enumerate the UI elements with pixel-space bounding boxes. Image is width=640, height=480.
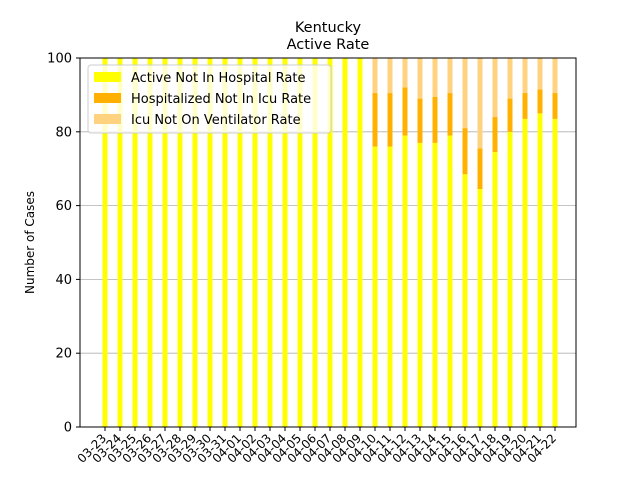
bar-04-02-series-0 xyxy=(252,58,258,427)
plot-area-frame xyxy=(79,57,577,428)
bar-04-19-series-1 xyxy=(507,98,513,132)
bar-04-19-series-2 xyxy=(507,58,513,99)
y-tick-label: 80 xyxy=(55,125,72,140)
legend-label-0: Active Not In Hospital Rate xyxy=(131,71,305,86)
y-tick-label: 100 xyxy=(47,52,72,67)
y-tick-label: 0 xyxy=(64,421,72,436)
bar-04-15-series-2 xyxy=(447,58,453,94)
bar-04-05-series-0 xyxy=(297,58,303,427)
bar-04-13-series-2 xyxy=(417,58,423,99)
bar-03-28-series-0 xyxy=(177,58,183,427)
bar-04-22-series-0 xyxy=(552,118,558,427)
bar-03-26-series-0 xyxy=(147,58,153,427)
bar-04-11-series-1 xyxy=(387,93,393,147)
bar-04-15-series-1 xyxy=(447,93,453,136)
bar-03-27-series-0 xyxy=(162,58,168,427)
bar-04-18-series-0 xyxy=(492,152,498,427)
legend-swatch-0 xyxy=(94,72,121,82)
bar-04-16-series-0 xyxy=(462,174,468,427)
bar-04-13-series-1 xyxy=(417,98,423,143)
bar-04-21-series-1 xyxy=(537,89,543,114)
bar-04-15-series-0 xyxy=(447,135,453,428)
bar-04-14-series-0 xyxy=(432,142,438,427)
bar-03-24-series-0 xyxy=(117,58,123,427)
bar-04-10-series-2 xyxy=(372,58,378,94)
bar-04-12-series-0 xyxy=(402,135,408,428)
bar-04-21-series-2 xyxy=(537,58,543,90)
bar-04-19-series-0 xyxy=(507,131,513,428)
bar-04-06-series-0 xyxy=(312,58,318,427)
legend-box xyxy=(87,64,332,134)
bar-04-09-series-0 xyxy=(357,58,363,427)
legend-swatch-1 xyxy=(94,93,121,103)
bar-04-08-series-0 xyxy=(342,58,348,427)
bar-04-11-series-2 xyxy=(387,58,393,94)
bar-04-14-series-1 xyxy=(432,96,438,143)
y-axis: 0 20 40 60 80 100 xyxy=(47,52,80,436)
bar-04-17-series-0 xyxy=(477,188,483,427)
bar-04-18-series-1 xyxy=(492,117,498,153)
bar-04-16-series-2 xyxy=(462,58,468,129)
bar-04-22-series-1 xyxy=(552,93,558,119)
chart-subtitle: Active Rate xyxy=(287,37,370,53)
bar-04-04-series-0 xyxy=(282,58,288,427)
bar-04-14-series-2 xyxy=(432,58,438,97)
bar-04-12-series-1 xyxy=(402,87,408,136)
bar-03-29-series-0 xyxy=(192,58,198,427)
bar-04-10-series-1 xyxy=(372,93,378,147)
bar-04-20-series-0 xyxy=(522,118,528,427)
bar-04-20-series-1 xyxy=(522,93,528,119)
bar-04-01-series-0 xyxy=(237,58,243,427)
y-tick-label: 40 xyxy=(55,273,72,288)
bar-04-17-series-2 xyxy=(477,58,483,149)
y-tick-label: 20 xyxy=(55,347,72,362)
legend-label-1: Hospitalized Not In Icu Rate xyxy=(131,92,311,107)
bar-03-30-series-0 xyxy=(207,58,213,427)
bar-04-16-series-1 xyxy=(462,128,468,175)
bar-04-17-series-1 xyxy=(477,148,483,189)
chart-title: Kentucky xyxy=(295,20,362,36)
bar-04-22-series-2 xyxy=(552,58,558,94)
bar-04-21-series-0 xyxy=(537,113,543,427)
bar-04-13-series-0 xyxy=(417,142,423,427)
bar-03-25-series-0 xyxy=(132,58,138,427)
bar-04-07-series-0 xyxy=(327,58,333,427)
bar-04-10-series-0 xyxy=(372,146,378,427)
legend: Active Not In Hospital Rate Hospitalized … xyxy=(87,64,332,134)
legend-label-2: Icu Not On Ventilator Rate xyxy=(131,113,301,128)
bar-03-23-series-0 xyxy=(102,58,108,427)
bar-04-20-series-2 xyxy=(522,58,528,94)
bars xyxy=(102,58,558,428)
legend-swatch-2 xyxy=(94,114,121,124)
bar-04-18-series-2 xyxy=(492,58,498,118)
y-tick-label: 60 xyxy=(55,199,72,214)
bar-03-31-series-0 xyxy=(222,58,228,427)
bar-04-12-series-2 xyxy=(402,58,408,88)
bar-04-11-series-0 xyxy=(387,146,393,427)
bar-04-03-series-0 xyxy=(267,58,273,427)
y-axis-label: Number of Cases xyxy=(23,191,37,294)
